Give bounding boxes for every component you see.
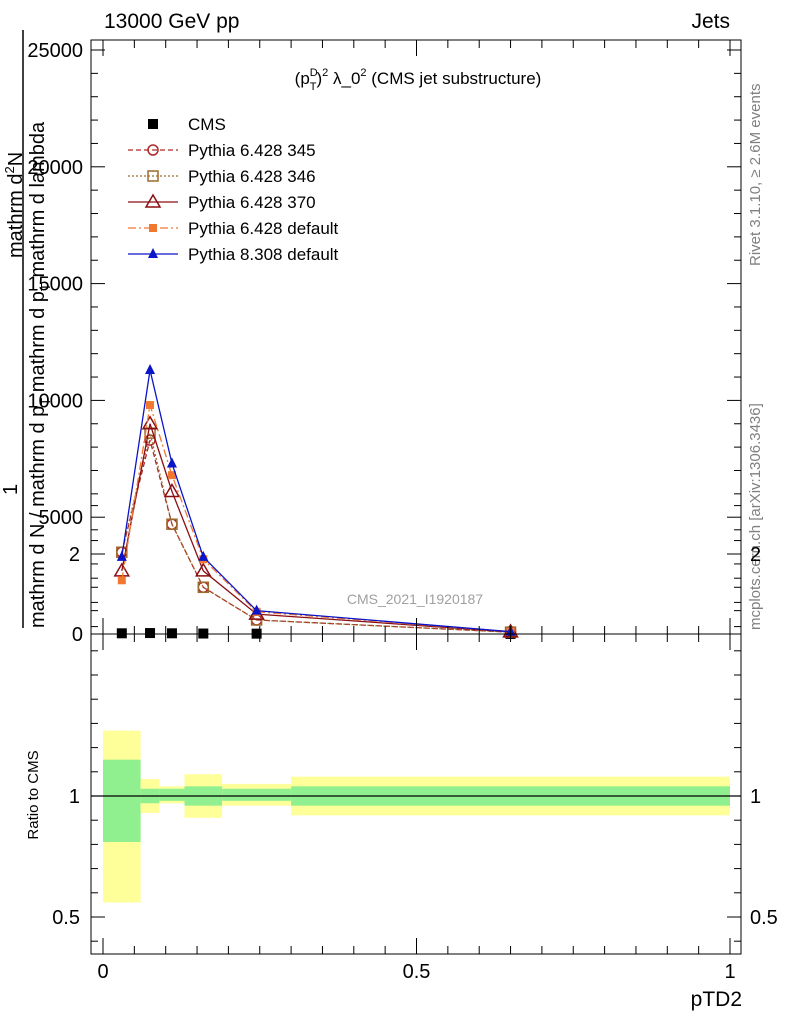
rivet-label: Rivet 3.1.10, ≥ 2.6M events [747,84,764,267]
ratio-ytick-label: 1 [69,786,80,808]
legend-entry: Pythia 8.308 default [128,245,339,264]
data-point [163,483,181,498]
main-ylabel: mathrm d2N 1 mathrm d N / mathrm d pT ma… [0,30,53,628]
legend-entry: Pythia 6.428 default [128,219,339,238]
legend-label: Pythia 6.428 346 [188,167,316,186]
ratio-panel: 0.5 0.5 1 1 2 2 0 0.5 1 Ratio to CMS pTD2 [25,505,778,1011]
legend-entry: CMS [148,115,226,134]
ytick-label: 20000 [27,157,83,179]
ytick-label: 10000 [27,390,83,412]
legend-label: CMS [188,115,226,134]
ratio-ytick-label: 2 [69,544,80,566]
legend-label: Pythia 6.428 345 [188,141,316,160]
data-point [198,550,209,561]
header-process: Jets [691,10,730,33]
data-point [166,628,177,639]
ratio-ylabel: Ratio to CMS [25,750,42,839]
watermark: CMS_2021_I1920187 [347,591,483,607]
main-panel: 0 5000 10000 15000 20000 25000 CMS_2021_I1920… [27,39,742,646]
legend-marker [147,170,159,182]
data-point [195,562,212,577]
data-point [113,562,131,577]
legend-entry: Pythia 6.428 346 [128,167,316,186]
xtick-label: 1 [724,961,735,983]
xaxis-label: pTD2 [691,988,742,1011]
series-line [121,439,511,633]
data-point [145,364,156,375]
series-p8def [116,364,516,636]
data-point [116,628,127,639]
ratio-ytick-label-right: 2 [750,544,761,566]
ratio-band-inner [159,788,185,801]
data-point [146,401,155,410]
ratio-ytick-label-right: 0.5 [750,907,778,929]
legend-label: Pythia 6.428 default [188,219,339,238]
legend-marker [147,144,159,156]
data-point [166,457,177,468]
ratio-ytick-label: 0.5 [52,907,80,929]
ylabel-denom: mathrm d N / mathrm d pT mathrm d pT mat… [27,121,53,628]
series-line [121,423,511,633]
ratio-band-inner [103,759,141,842]
legend-label: Pythia 8.308 default [188,245,339,264]
legend-marker [149,224,157,232]
data-point [145,628,156,639]
ratio-ytick-label-right: 1 [750,786,761,808]
legend: CMS Pythia 6.428 345 Pythia 6.428 346 Pythi… [128,115,339,264]
data-point [116,550,127,561]
data-point [141,415,159,430]
data-point [251,604,262,615]
ylabel-numer: 1 [0,484,22,495]
xtick-label: 0 [97,961,108,983]
ytick-label: 25000 [27,40,83,62]
xtick-label: 0.5 [403,961,431,983]
legend-marker [148,119,158,129]
header-energy: 13000 GeV pp [104,10,239,33]
ratio-band-inner [222,788,292,801]
legend-marker [148,248,158,258]
main-title: (pD T)2 λ_02 (CMS jet substructure) [295,67,542,93]
legend-marker [144,193,162,208]
legend-label: Pythia 6.428 370 [188,193,316,212]
ytick-label: 0 [72,624,83,646]
ytick-label: 5000 [39,507,84,529]
legend-entry: Pythia 6.428 345 [128,141,316,160]
mcplots-label: mcplots.cern.ch [arXiv:1306.3436] [747,403,764,630]
series-line [121,369,511,633]
data-point [197,581,210,594]
data-point [117,576,126,585]
ytick-label: 15000 [27,274,83,296]
ylabel-top: mathrm d2N [2,152,27,258]
data-point [166,518,178,530]
legend-entry: Pythia 6.428 370 [128,193,316,212]
data-point [167,471,176,480]
series-line [121,404,511,633]
